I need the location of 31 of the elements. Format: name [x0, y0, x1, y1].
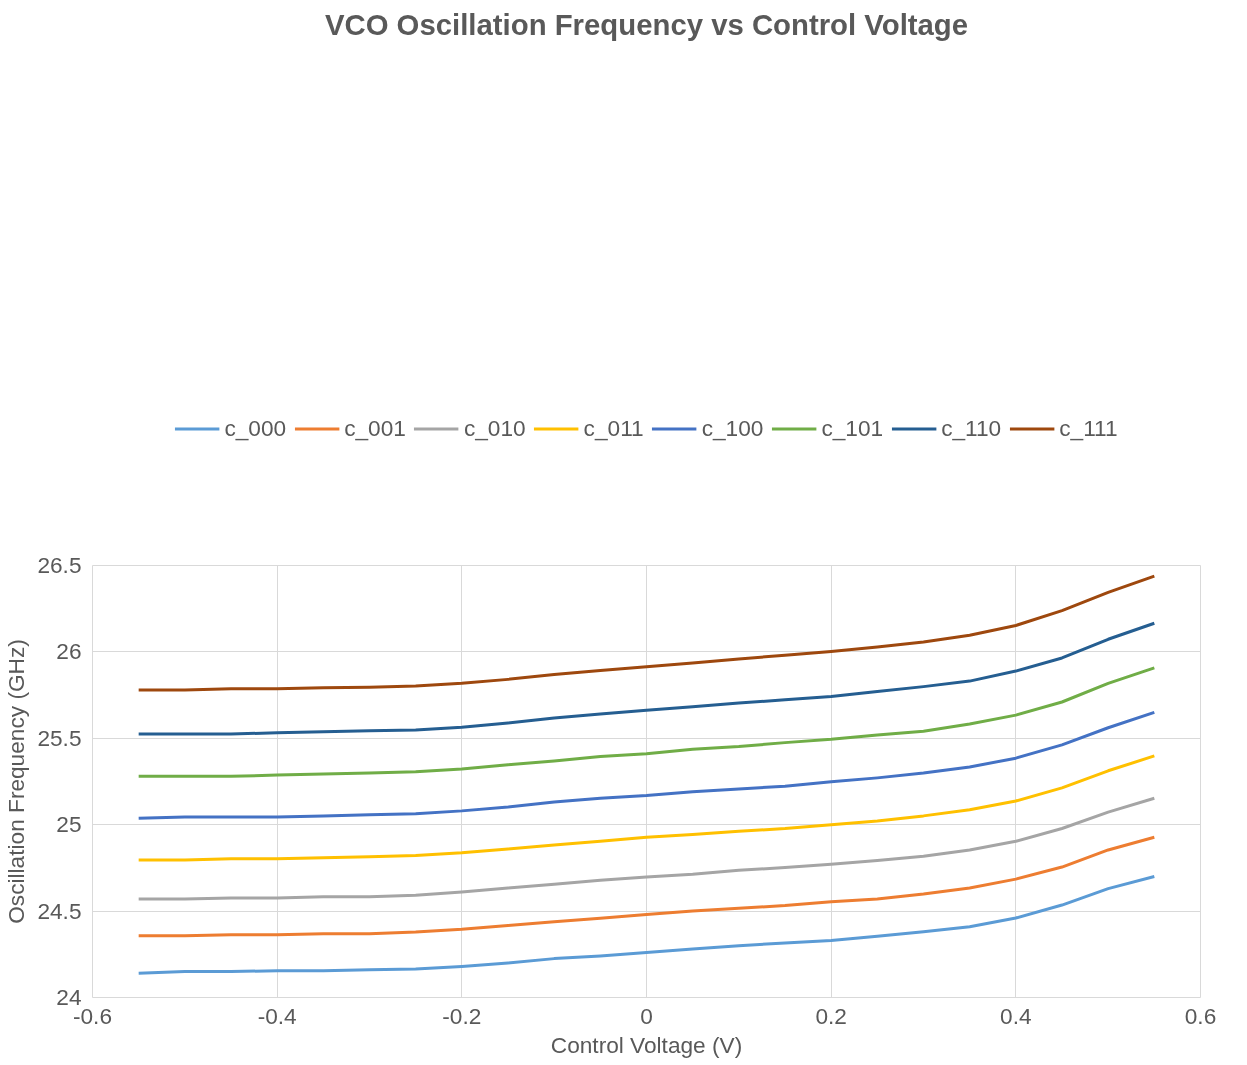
line-series	[137, 835, 1156, 938]
y-tick-label: 26	[56, 638, 82, 665]
x-tick-label: -0.4	[257, 1002, 297, 1029]
chart-title: VCO Oscillation Frequency vs Control Voltage	[324, 7, 969, 41]
y-tick-label: 24.5	[37, 897, 82, 924]
legend-label: c_110	[941, 414, 1002, 442]
x-tick-label: 0	[640, 1002, 653, 1029]
x-axis-title: Control Voltage (V)	[550, 1031, 743, 1058]
x-tick-label: 0.4	[1000, 1002, 1032, 1029]
legend-label: c_101	[821, 414, 884, 442]
line-series	[137, 710, 1156, 820]
legend-label: c_111	[1059, 414, 1118, 442]
y-tick-label: 25	[56, 811, 82, 838]
legend-label: c_000	[224, 414, 287, 442]
y-axis-title: Oscillation Frequency (GHz)	[3, 639, 30, 924]
legend-label: c_001	[344, 414, 406, 442]
legend-label: c_011	[583, 414, 644, 442]
y-tick-label: 24	[56, 984, 82, 1010]
y-tick-label: 25.5	[37, 724, 82, 751]
line-series	[137, 875, 1156, 975]
x-tick-label: -0.2	[442, 1002, 482, 1029]
line-series	[137, 574, 1156, 692]
line-series	[137, 796, 1156, 901]
line-series	[137, 666, 1156, 778]
legend-label: c_100	[701, 414, 764, 442]
line-series	[137, 754, 1156, 862]
x-tick-label: 0.2	[815, 1002, 847, 1029]
y-tick-label: 26.5	[37, 552, 82, 578]
legend-label: c_010	[463, 414, 526, 442]
x-tick-label: 0.6	[1184, 1002, 1217, 1029]
line-series	[137, 621, 1156, 736]
